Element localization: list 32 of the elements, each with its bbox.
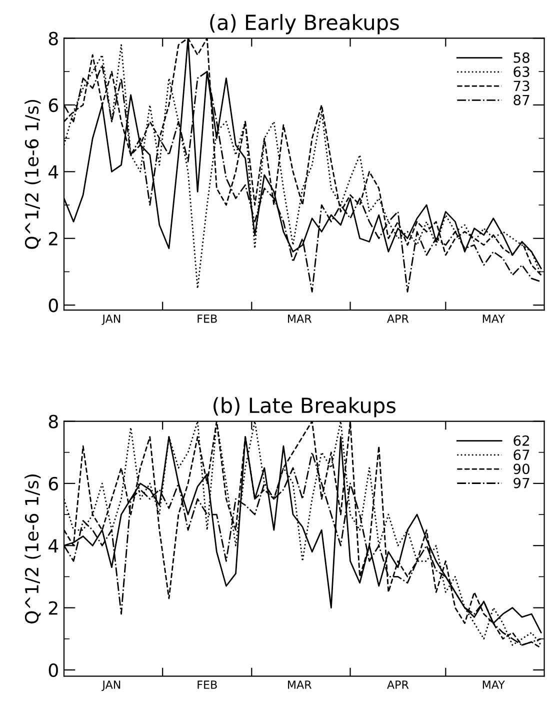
x-tick-label: MAR: [288, 680, 312, 689]
x-tick-label: FEB: [198, 314, 217, 323]
x-tick-label: JAN: [102, 314, 120, 325]
x-tick-label: FEB: [198, 680, 217, 689]
y-tick-label: 6: [48, 98, 58, 112]
x-tick-label: MAR: [288, 314, 312, 323]
chart-title: (a) Early Breakups: [210, 14, 399, 34]
y-tick-label: 8: [48, 32, 58, 46]
y-tick-label: 2: [48, 601, 58, 615]
legend-label: 73: [514, 80, 530, 92]
chart-title: (b) Late Breakups: [214, 397, 396, 418]
x-tick-label: MAY: [482, 680, 505, 689]
legend-label: 87: [514, 94, 530, 106]
legend-label: 62: [514, 435, 529, 446]
legend-label: 63: [514, 66, 530, 78]
y-tick-label: 4: [48, 539, 58, 552]
y-axis-title: Q^1/2 (1e-6 1/s): [24, 100, 41, 249]
x-tick-label: APR: [387, 314, 409, 323]
y-tick-label: 0: [48, 663, 58, 678]
x-tick-label: MAY: [482, 314, 505, 323]
y-tick-label: 8: [48, 414, 58, 428]
y-tick-label: 4: [48, 165, 58, 179]
y-axis-title: Q^1/2 (1e-6 1/s): [24, 474, 41, 624]
y-tick-label: 6: [48, 476, 58, 491]
legend-label: 58: [514, 52, 530, 63]
y-tick-label: 2: [48, 232, 58, 246]
x-tick-label: JAN: [102, 680, 120, 691]
legend-label: 90: [514, 464, 530, 474]
y-tick-label: 0: [48, 298, 58, 312]
legend-label: 97: [514, 478, 530, 488]
legend-label: 67: [514, 450, 530, 460]
x-tick-label: APR: [387, 680, 409, 689]
